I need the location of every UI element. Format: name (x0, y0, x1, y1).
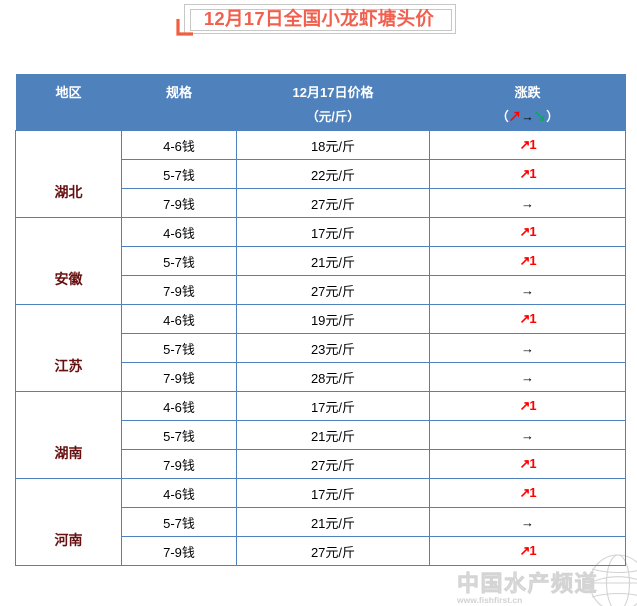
svg-text:中国水产频道: 中国水产频道 (457, 571, 598, 596)
svg-text:www.fishfirst.cn: www.fishfirst.cn (456, 595, 522, 605)
